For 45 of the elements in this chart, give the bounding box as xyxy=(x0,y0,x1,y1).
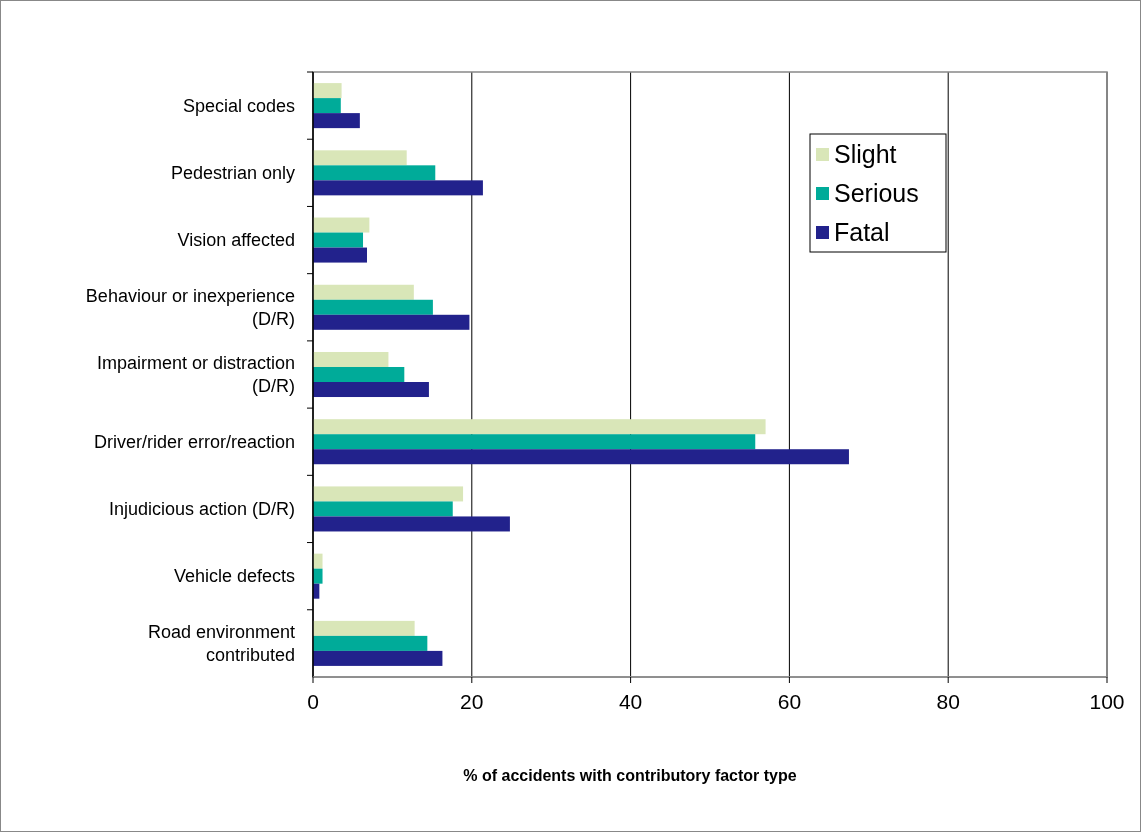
y-tick-label: Road environment contributed xyxy=(147,621,295,665)
bar xyxy=(313,501,453,517)
bar xyxy=(313,382,429,398)
bar xyxy=(313,113,360,129)
legend-label: Slight xyxy=(834,140,897,168)
x-tick-label: 20 xyxy=(460,690,484,713)
x-axis-title: % of accidents with contributory factor type xyxy=(463,767,797,784)
bar xyxy=(313,165,436,181)
y-tick-label: Driver/rider error/reaction xyxy=(93,431,295,452)
bar xyxy=(313,553,323,569)
y-tick-label: Behaviour or inexperience (D/R) xyxy=(85,285,295,329)
bar xyxy=(313,314,470,330)
bar xyxy=(313,150,407,166)
bar xyxy=(313,284,414,300)
legend-label: Fatal xyxy=(834,218,890,246)
x-tick-label: 0 xyxy=(307,690,319,713)
bar xyxy=(313,217,370,233)
y-tick-label: Vision affected xyxy=(177,230,295,251)
bar xyxy=(313,83,342,99)
bar xyxy=(313,180,483,196)
x-tick-label: 40 xyxy=(618,690,643,713)
bar xyxy=(313,635,428,651)
y-tick-label: Special codes xyxy=(182,95,295,116)
y-tick-label: Injudicious action (D/R) xyxy=(108,498,295,519)
bar xyxy=(313,351,389,367)
bar xyxy=(313,247,367,263)
y-tick-label: Vehicle defects xyxy=(173,566,295,587)
legend-label: Serious xyxy=(834,179,919,207)
x-tick-label: 60 xyxy=(777,690,802,713)
bar xyxy=(313,449,849,465)
bar xyxy=(313,620,415,636)
bar xyxy=(313,98,341,114)
x-tick-label: 80 xyxy=(936,690,960,713)
x-tick-label: 100 xyxy=(1089,690,1125,713)
bar xyxy=(313,486,464,502)
bar xyxy=(313,516,510,532)
bar xyxy=(313,366,405,383)
bar xyxy=(313,568,323,584)
bar xyxy=(313,299,433,315)
bar xyxy=(313,419,766,435)
y-tick-label: Impairment or distraction (D/R) xyxy=(96,353,295,396)
bar xyxy=(313,434,756,450)
y-tick-label: Pedestrian only xyxy=(170,162,295,183)
bar xyxy=(313,650,443,666)
bar xyxy=(313,232,364,248)
